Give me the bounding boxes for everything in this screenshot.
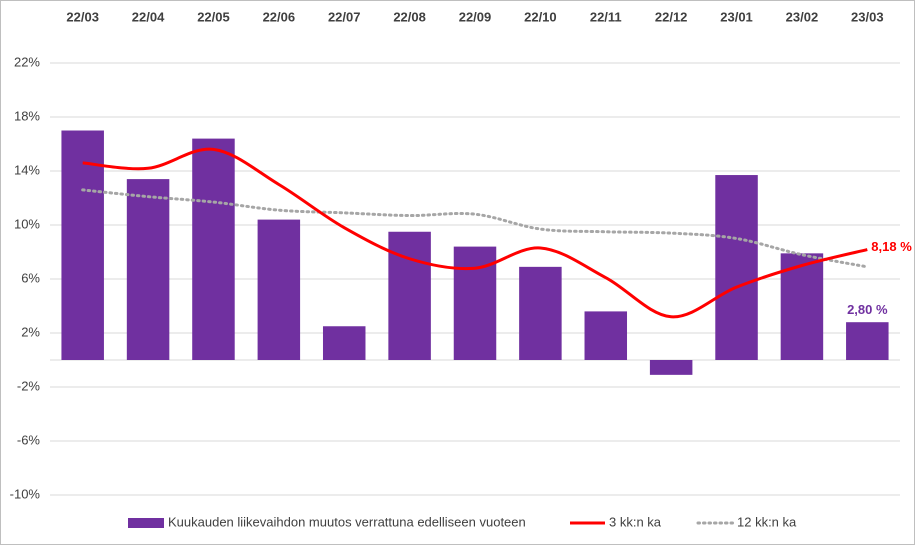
x-axis-ticks: 22/03 22/04 22/05 22/06 22/07 22/08 22/09 22/10…: [66, 9, 883, 24]
bar: [846, 322, 889, 360]
bar: [584, 311, 628, 360]
legend-label-bar: Kuukauden liikevaihdon muutos verrattuna…: [168, 514, 526, 529]
y-tick-label: 6%: [21, 270, 40, 285]
bar: [322, 326, 366, 360]
line-3kk: [82, 147, 868, 319]
x-tick-label: 22/08: [393, 9, 426, 24]
bar: [61, 130, 104, 360]
x-tick-label: 23/02: [786, 9, 819, 24]
y-axis-ticks: 22% 18% 14% 10% 6% 2% -2% -6% -10%: [10, 54, 41, 501]
x-tick-label: 22/07: [328, 9, 361, 24]
bar: [519, 266, 562, 360]
bar: [388, 231, 431, 360]
y-tick-label: 2%: [21, 324, 40, 339]
y-tick-label: 22%: [14, 54, 40, 69]
annotations: 2,80 % 8,18 %: [847, 239, 912, 317]
x-tick-label: 22/12: [655, 9, 688, 24]
bar: [192, 138, 235, 360]
legend: Kuukauden liikevaihdon muutos verrattuna…: [128, 514, 797, 529]
bar: [649, 360, 693, 375]
legend-swatch-bar: [128, 518, 164, 528]
y-tick-label: 10%: [14, 216, 40, 231]
y-tick-label: 18%: [14, 108, 40, 123]
y-tick-label: 14%: [14, 162, 40, 177]
legend-label-12kk: 12 kk:n ka: [737, 514, 797, 529]
legend-label-3kk: 3 kk:n ka: [609, 514, 662, 529]
x-tick-label: 22/03: [66, 9, 99, 24]
y-tick-label: -10%: [10, 486, 41, 501]
x-tick-label: 22/10: [524, 9, 557, 24]
x-tick-label: 22/04: [132, 9, 165, 24]
x-tick-label: 22/06: [263, 9, 296, 24]
y-tick-label: -2%: [17, 378, 41, 393]
bar: [257, 219, 301, 360]
x-tick-label: 23/03: [851, 9, 884, 24]
x-tick-label: 23/01: [720, 9, 753, 24]
bar: [715, 175, 758, 360]
x-tick-label: 22/05: [197, 9, 230, 24]
line-12kk: [81, 188, 869, 269]
x-tick-label: 22/11: [590, 9, 622, 24]
bar-series: [61, 130, 889, 375]
line-series: [81, 147, 869, 319]
y-tick-label: -6%: [17, 432, 41, 447]
bar: [126, 179, 170, 360]
x-tick-label: 22/09: [459, 9, 492, 24]
data-label-bar: 2,80 %: [847, 302, 888, 317]
data-label-line: 8,18 %: [871, 239, 912, 254]
